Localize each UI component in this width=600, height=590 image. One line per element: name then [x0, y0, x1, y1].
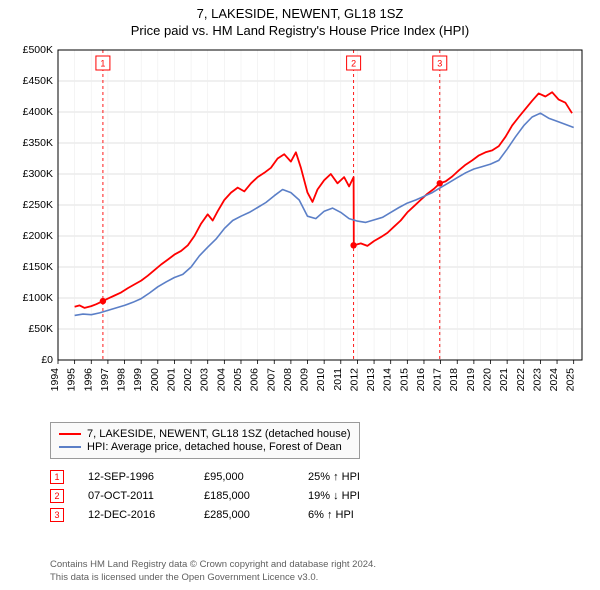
svg-text:£100K: £100K	[23, 292, 53, 304]
svg-text:2001: 2001	[165, 368, 177, 392]
svg-text:2018: 2018	[448, 368, 460, 392]
legend: 7, LAKESIDE, NEWENT, GL18 1SZ (detached …	[50, 422, 360, 459]
svg-text:1997: 1997	[99, 368, 111, 392]
legend-row: 7, LAKESIDE, NEWENT, GL18 1SZ (detached …	[59, 428, 351, 440]
event-marker: 1	[50, 470, 64, 484]
footer-line2: This data is licensed under the Open Gov…	[50, 572, 376, 584]
svg-text:2000: 2000	[149, 368, 161, 392]
svg-text:2007: 2007	[265, 368, 277, 392]
svg-text:2016: 2016	[415, 368, 427, 392]
event-price: £285,000	[204, 509, 284, 521]
svg-text:2013: 2013	[365, 368, 377, 392]
chart-title-address: 7, LAKESIDE, NEWENT, GL18 1SZ	[0, 6, 600, 21]
svg-text:2023: 2023	[531, 368, 543, 392]
event-row: 2 07-OCT-2011 £185,000 19% ↓ HPI	[50, 489, 398, 503]
event-price: £95,000	[204, 471, 284, 483]
svg-text:1999: 1999	[132, 368, 144, 392]
svg-text:2008: 2008	[282, 368, 294, 392]
svg-text:1998: 1998	[116, 368, 128, 392]
svg-text:£250K: £250K	[23, 199, 53, 211]
legend-row: HPI: Average price, detached house, Fore…	[59, 441, 351, 453]
svg-text:2: 2	[351, 59, 356, 69]
event-delta: 19% ↓ HPI	[308, 490, 398, 502]
legend-swatch	[59, 433, 81, 435]
chart-title-subtitle: Price paid vs. HM Land Registry's House …	[0, 23, 600, 38]
legend-label: 7, LAKESIDE, NEWENT, GL18 1SZ (detached …	[87, 428, 351, 440]
svg-text:2014: 2014	[382, 368, 394, 392]
footer-attribution: Contains HM Land Registry data © Crown c…	[50, 559, 376, 584]
svg-text:2005: 2005	[232, 368, 244, 392]
svg-text:£500K: £500K	[23, 44, 53, 56]
svg-text:2010: 2010	[315, 368, 327, 392]
svg-text:2021: 2021	[498, 368, 510, 392]
legend-swatch	[59, 446, 81, 448]
events-table: 1 12-SEP-1996 £95,000 25% ↑ HPI 2 07-OCT-2011…	[50, 465, 398, 527]
event-row: 3 12-DEC-2016 £285,000 6% ↑ HPI	[50, 508, 398, 522]
svg-text:1994: 1994	[49, 368, 61, 392]
svg-text:1996: 1996	[82, 368, 94, 392]
svg-text:£400K: £400K	[23, 106, 53, 118]
event-date: 12-SEP-1996	[88, 471, 180, 483]
svg-text:£450K: £450K	[23, 75, 53, 87]
chart-area: £0 £50K £100K £150K £200K £250K £300K £350K £400…	[10, 44, 590, 414]
svg-text:2002: 2002	[182, 368, 194, 392]
event-date: 12-DEC-2016	[88, 509, 180, 521]
svg-text:£300K: £300K	[23, 168, 53, 180]
svg-text:2011: 2011	[332, 368, 344, 391]
svg-text:2022: 2022	[515, 368, 527, 392]
event-row: 1 12-SEP-1996 £95,000 25% ↑ HPI	[50, 470, 398, 484]
svg-text:2004: 2004	[215, 368, 227, 392]
svg-text:£200K: £200K	[23, 230, 53, 242]
event-delta: 25% ↑ HPI	[308, 471, 398, 483]
chart-titles: 7, LAKESIDE, NEWENT, GL18 1SZ Price paid…	[0, 0, 600, 38]
event-delta: 6% ↑ HPI	[308, 509, 398, 521]
svg-text:2019: 2019	[465, 368, 477, 392]
svg-text:£0: £0	[41, 354, 53, 366]
svg-text:2012: 2012	[348, 368, 360, 392]
event-price: £185,000	[204, 490, 284, 502]
legend-label: HPI: Average price, detached house, Fore…	[87, 441, 342, 453]
footer-line1: Contains HM Land Registry data © Crown c…	[50, 559, 376, 571]
svg-text:£50K: £50K	[28, 323, 53, 335]
svg-text:2009: 2009	[299, 368, 311, 392]
svg-text:£150K: £150K	[23, 261, 53, 273]
event-marker: 2	[50, 489, 64, 503]
svg-text:1995: 1995	[66, 368, 78, 392]
svg-text:2003: 2003	[199, 368, 211, 392]
svg-text:1: 1	[100, 59, 105, 69]
svg-text:2006: 2006	[249, 368, 261, 392]
event-marker: 3	[50, 508, 64, 522]
svg-text:2024: 2024	[548, 368, 560, 392]
chart-svg: £0 £50K £100K £150K £200K £250K £300K £350K £400…	[10, 44, 590, 414]
svg-text:2015: 2015	[398, 368, 410, 392]
svg-text:2017: 2017	[432, 368, 444, 392]
svg-text:2025: 2025	[565, 368, 577, 392]
svg-text:3: 3	[437, 59, 442, 69]
svg-text:2020: 2020	[482, 368, 494, 392]
event-date: 07-OCT-2011	[88, 490, 180, 502]
svg-text:£350K: £350K	[23, 137, 53, 149]
